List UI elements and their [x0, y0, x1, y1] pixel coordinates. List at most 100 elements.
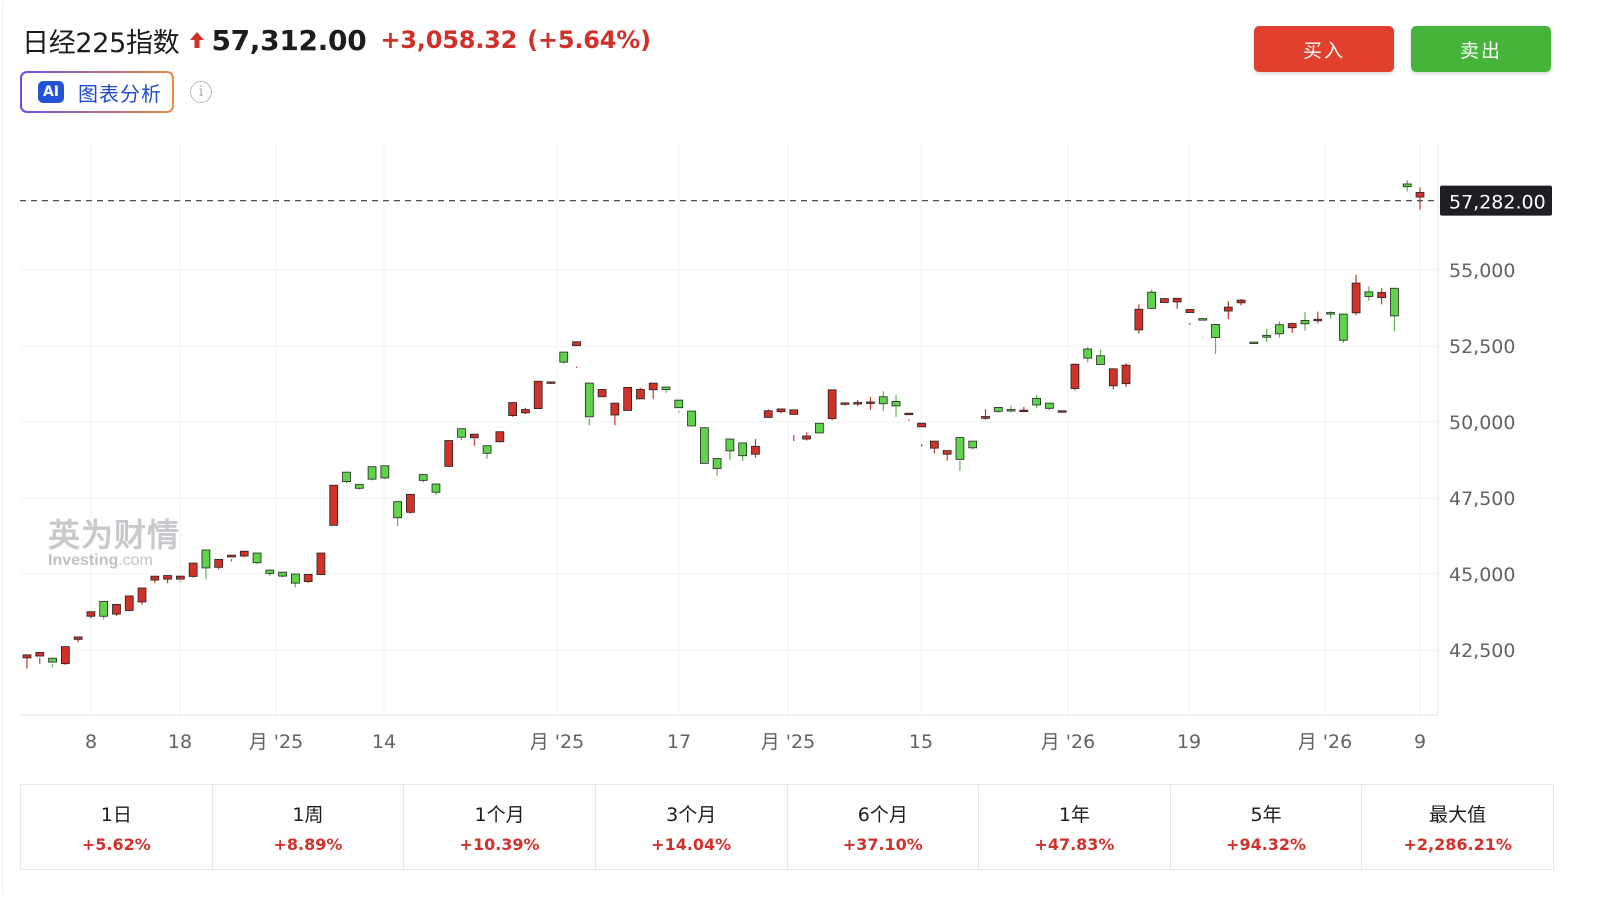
candle-body[interactable] — [1019, 409, 1029, 413]
period-5[interactable]: 1年 +47.83% — [979, 785, 1171, 869]
candle-body[interactable] — [738, 442, 748, 457]
candle-body[interactable] — [418, 474, 428, 481]
candle-body[interactable] — [610, 402, 620, 416]
candle-body[interactable] — [699, 427, 709, 464]
candle-body[interactable] — [1198, 318, 1208, 321]
candle-body[interactable] — [866, 401, 875, 404]
ai-chart-analysis-button[interactable]: AI 图表分析 — [20, 71, 174, 113]
candle-body[interactable] — [86, 611, 96, 617]
candle-body[interactable] — [1338, 313, 1348, 341]
candle-body[interactable] — [1236, 299, 1246, 304]
candle-body[interactable] — [150, 575, 160, 581]
candle-body[interactable] — [1108, 368, 1118, 387]
candle-body[interactable] — [751, 445, 760, 455]
candle-body[interactable] — [533, 380, 543, 410]
candle-body[interactable] — [891, 400, 901, 407]
candle-body[interactable] — [367, 466, 377, 480]
candle-body[interactable] — [661, 386, 671, 390]
candle-body[interactable] — [1070, 363, 1080, 389]
candle-body[interactable] — [1147, 291, 1156, 309]
candle-body[interactable] — [265, 569, 275, 574]
candle-body[interactable] — [687, 410, 696, 427]
candle-body[interactable] — [457, 428, 466, 438]
candle-body[interactable] — [904, 412, 914, 416]
candle-body[interactable] — [1083, 348, 1093, 359]
period-1[interactable]: 1周 +8.89% — [213, 785, 405, 869]
candle-body[interactable] — [1249, 341, 1259, 344]
candle-body[interactable] — [1223, 306, 1233, 312]
candle-body[interactable] — [1211, 324, 1220, 338]
candle-body[interactable] — [227, 554, 236, 558]
candle-body[interactable] — [329, 484, 339, 526]
candle-body[interactable] — [776, 408, 786, 413]
candle-body[interactable] — [878, 396, 888, 405]
candle-body[interactable] — [252, 552, 262, 564]
candle-body[interactable] — [1172, 297, 1182, 303]
candle-body[interactable] — [469, 433, 479, 439]
candle-body[interactable] — [239, 550, 249, 557]
period-7[interactable]: 最大值 +2,286.21% — [1362, 785, 1553, 869]
candle-body[interactable] — [789, 409, 799, 415]
candle-body[interactable] — [572, 341, 581, 347]
candle-body[interactable] — [521, 409, 530, 414]
candle-body[interactable] — [814, 422, 824, 434]
period-3[interactable]: 3个月 +14.04% — [596, 785, 788, 869]
candle-body[interactable] — [648, 382, 658, 391]
candle-body[interactable] — [508, 402, 517, 417]
candle-body[interactable] — [380, 465, 390, 479]
candle-body[interactable] — [546, 381, 556, 384]
candle-body[interactable] — [1045, 402, 1054, 409]
candle-body[interactable] — [482, 445, 492, 454]
candle-body[interactable] — [137, 587, 147, 603]
candle-body[interactable] — [636, 389, 645, 400]
candle-body[interactable] — [278, 571, 287, 577]
period-0[interactable]: 1日 +5.62% — [21, 785, 213, 869]
candle-body[interactable] — [188, 562, 198, 577]
candle-body[interactable] — [1121, 364, 1131, 385]
candle-body[interactable] — [303, 573, 313, 583]
candlestick-chart[interactable]: 8 18 月 '25 14 月 '25 17 月 '25 15 月 '26 19 月 '26 9 55,… — [0, 0, 1618, 770]
candle-body[interactable] — [342, 471, 351, 482]
candle-body[interactable] — [214, 559, 224, 568]
candle-body[interactable] — [1415, 192, 1425, 198]
candle-body[interactable] — [1096, 355, 1105, 365]
candle-body[interactable] — [993, 407, 1003, 412]
candle-body[interactable] — [1185, 309, 1195, 313]
candle-body[interactable] — [495, 431, 505, 443]
candle-body[interactable] — [840, 402, 850, 405]
candle-body[interactable] — [597, 389, 607, 398]
candle-body[interactable] — [1032, 397, 1041, 406]
period-6[interactable]: 5年 +94.32% — [1171, 785, 1363, 869]
candle-body[interactable] — [802, 435, 811, 440]
info-icon[interactable]: i — [190, 81, 212, 103]
candle-body[interactable] — [1262, 334, 1272, 338]
candle-body[interactable] — [73, 636, 83, 640]
candle-body[interactable] — [584, 382, 594, 418]
candle-body[interactable] — [1275, 324, 1284, 335]
candle-body[interactable] — [981, 416, 990, 419]
candle-body[interactable] — [60, 646, 70, 665]
candle-body[interactable] — [955, 437, 965, 460]
candle-body[interactable] — [112, 604, 121, 615]
candle-body[interactable] — [1057, 410, 1067, 413]
period-4[interactable]: 6个月 +37.10% — [788, 785, 980, 869]
candle-body[interactable] — [1006, 409, 1016, 412]
candle-body[interactable] — [1390, 287, 1399, 317]
candle-body[interactable] — [35, 652, 45, 657]
candle-body[interactable] — [674, 399, 684, 409]
candle-body[interactable] — [1364, 291, 1374, 297]
candle-body[interactable] — [1351, 282, 1361, 314]
candle-body[interactable] — [444, 440, 454, 467]
candle-body[interactable] — [406, 493, 415, 513]
period-2[interactable]: 1个月 +10.39% — [404, 785, 596, 869]
candle-body[interactable] — [124, 595, 134, 611]
sell-button[interactable]: 卖出 — [1411, 26, 1551, 72]
candle-body[interactable] — [827, 389, 837, 420]
candle-body[interactable] — [942, 450, 952, 455]
candle-body[interactable] — [763, 410, 773, 418]
candle-body[interactable] — [393, 501, 402, 519]
buy-button[interactable]: 买入 — [1254, 26, 1394, 72]
candle-body[interactable] — [1377, 292, 1387, 299]
candle-body[interactable] — [48, 657, 57, 663]
candle-body[interactable] — [201, 549, 211, 569]
